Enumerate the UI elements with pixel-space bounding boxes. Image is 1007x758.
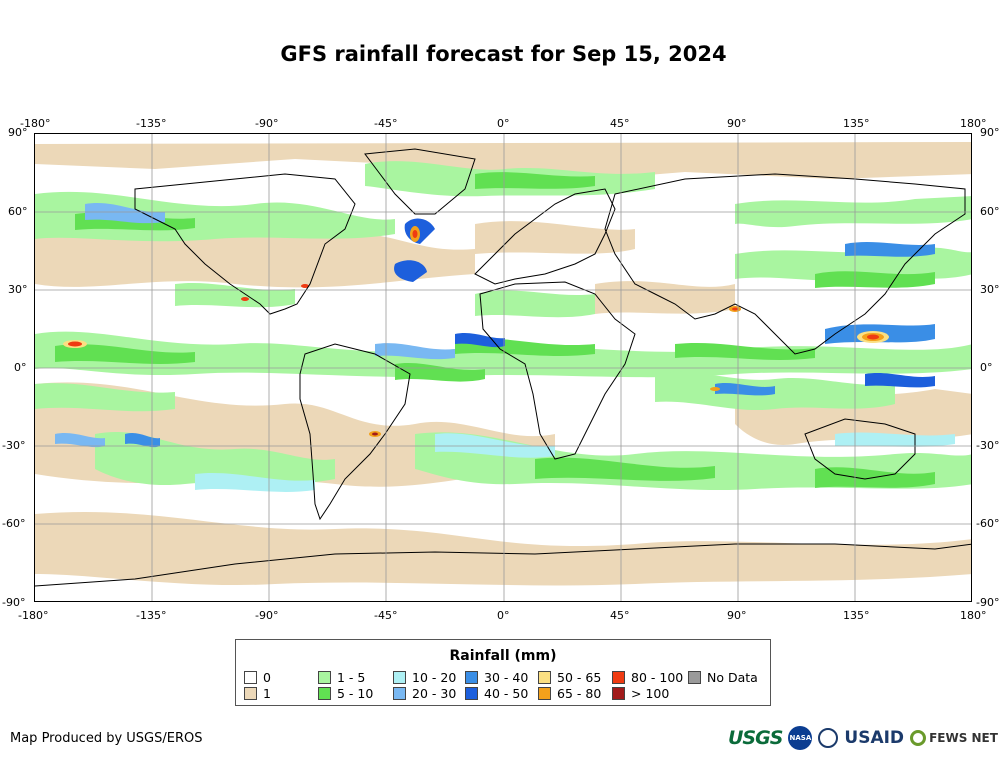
- lon-tick-bottom: 0°: [497, 609, 510, 622]
- legend-item: No Data: [688, 670, 758, 685]
- legend-item: 80 - 100: [612, 670, 683, 685]
- legend-item: > 100: [612, 686, 669, 701]
- fews-net-logo: FEWS NET: [910, 730, 998, 746]
- lat-tick-right: -60°: [976, 517, 1000, 530]
- legend-item: 65 - 80: [538, 686, 601, 701]
- lat-tick-right: 60°: [980, 205, 1000, 218]
- lon-tick-bottom: 45°: [610, 609, 630, 622]
- rainfall-map: [34, 133, 972, 602]
- lon-tick-top: -45°: [374, 117, 398, 130]
- legend-item: 30 - 40: [465, 670, 528, 685]
- lat-tick-left: 90°: [8, 126, 28, 139]
- legend-swatch: [538, 671, 551, 684]
- legend-swatch: [393, 671, 406, 684]
- legend-swatch: [465, 687, 478, 700]
- legend-item: 5 - 10: [318, 686, 373, 701]
- lon-tick-bottom: 135°: [843, 609, 870, 622]
- legend-swatch: [465, 671, 478, 684]
- lon-tick-top: 45°: [610, 117, 630, 130]
- usaid-logo: USAID: [844, 728, 905, 748]
- legend-item: 1 - 5: [318, 670, 365, 685]
- lon-tick-top: -135°: [136, 117, 167, 130]
- lon-tick-bottom: 90°: [727, 609, 747, 622]
- legend-swatch: [244, 687, 257, 700]
- rain-class-5-10mm: [55, 172, 935, 488]
- usgs-logo: USGS: [728, 727, 783, 749]
- legend-swatch: [612, 671, 625, 684]
- lon-tick-bottom: -135°: [136, 609, 167, 622]
- legend-swatch: [688, 671, 701, 684]
- legend-swatch: [244, 671, 257, 684]
- lat-tick-right: 30°: [980, 283, 1000, 296]
- legend-item: 0: [244, 670, 271, 685]
- map-title: GFS rainfall forecast for Sep 15, 2024: [280, 42, 727, 66]
- lat-tick-right: -30°: [976, 439, 1000, 452]
- lat-tick-left: -90°: [2, 596, 26, 609]
- legend-item: 10 - 20: [393, 670, 456, 685]
- lat-tick-right: 0°: [980, 361, 993, 374]
- legend-item: 1: [244, 686, 271, 701]
- lon-tick-top: 135°: [843, 117, 870, 130]
- legend-swatch: [318, 671, 331, 684]
- fews-globe-icon: [910, 730, 927, 746]
- lon-tick-top: 90°: [727, 117, 747, 130]
- lon-tick-bottom: -180°: [18, 609, 49, 622]
- legend-item: 20 - 30: [393, 686, 456, 701]
- lon-tick-top: -180°: [20, 117, 51, 130]
- graticule: [35, 134, 971, 601]
- lat-tick-left: -30°: [2, 439, 26, 452]
- lon-tick-top: 0°: [497, 117, 510, 130]
- legend-title: Rainfall (mm): [449, 648, 557, 664]
- rain-class-heavy: [63, 226, 889, 437]
- map-canvas: [35, 134, 971, 601]
- lat-tick-left: 30°: [8, 283, 28, 296]
- lat-tick-left: -60°: [2, 517, 26, 530]
- lon-tick-bottom: 180°: [960, 609, 987, 622]
- legend-swatch: [538, 687, 551, 700]
- lon-tick-top: -90°: [255, 117, 279, 130]
- usaid-seal-icon: [818, 728, 839, 748]
- legend-item: 50 - 65: [538, 670, 601, 685]
- map-credit: Map Produced by USGS/EROS: [10, 731, 203, 746]
- legend-swatch: [393, 687, 406, 700]
- rainfall-legend: Rainfall (mm) 0 1 1 - 5 5 - 10 10 - 20 2…: [235, 639, 771, 706]
- partner-logos: USGS NASA USAID FEWS NET: [728, 724, 998, 752]
- legend-item: 40 - 50: [465, 686, 528, 701]
- lat-tick-right: -90°: [976, 596, 1000, 609]
- legend-swatch: [612, 687, 625, 700]
- nasa-logo: NASA: [788, 726, 813, 750]
- lat-tick-right: 90°: [980, 126, 1000, 139]
- lon-tick-bottom: -90°: [255, 609, 279, 622]
- lon-tick-top: 180°: [960, 117, 987, 130]
- lat-tick-left: 0°: [14, 361, 27, 374]
- lat-tick-left: 60°: [8, 205, 28, 218]
- lon-tick-bottom: -45°: [374, 609, 398, 622]
- rain-class-10-20mm: [195, 432, 955, 492]
- legend-swatch: [318, 687, 331, 700]
